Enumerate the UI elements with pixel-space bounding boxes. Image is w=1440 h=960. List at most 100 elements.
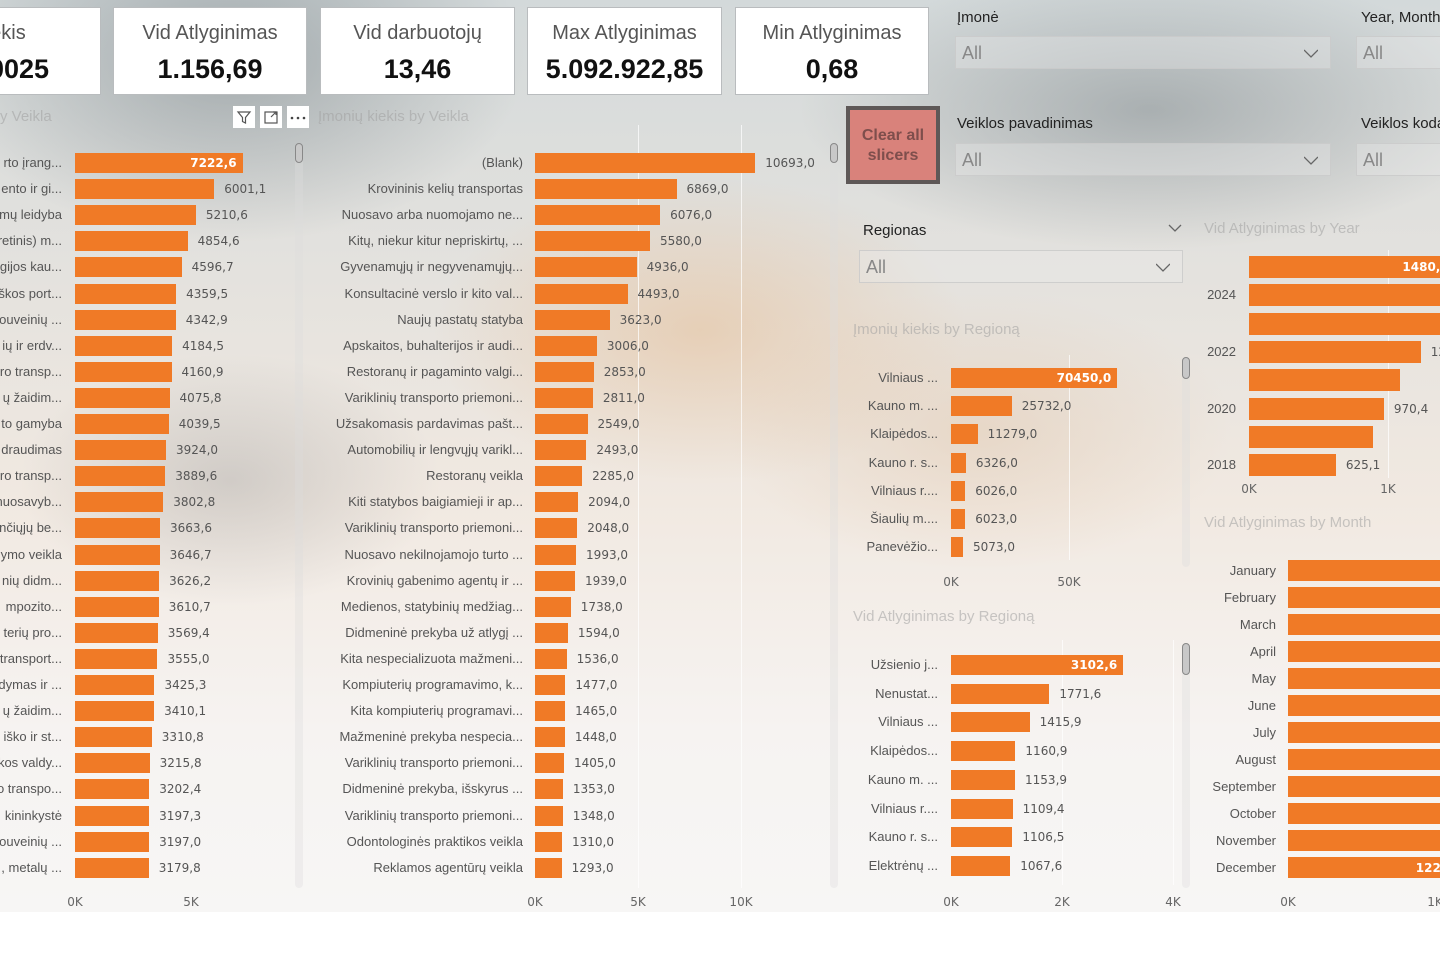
bar[interactable] — [951, 712, 1030, 733]
bar[interactable] — [1249, 369, 1400, 392]
bar[interactable] — [535, 831, 562, 852]
filter-icon[interactable] — [233, 106, 255, 128]
bar[interactable] — [75, 335, 173, 356]
scrollbar[interactable] — [295, 143, 303, 888]
bar[interactable] — [951, 827, 1013, 848]
bar[interactable] — [75, 414, 169, 434]
bar[interactable] — [75, 831, 150, 852]
bar[interactable] — [951, 855, 1011, 876]
bar[interactable] — [1288, 749, 1440, 770]
bar[interactable] — [1288, 587, 1440, 608]
bar[interactable] — [75, 231, 188, 252]
bar[interactable] — [75, 257, 182, 278]
bar[interactable] — [535, 648, 567, 669]
bar[interactable] — [1288, 857, 1440, 878]
bar[interactable] — [535, 309, 610, 330]
bar[interactable] — [1249, 256, 1440, 278]
bar[interactable] — [951, 741, 1016, 762]
bar[interactable] — [535, 414, 588, 434]
bar[interactable] — [75, 675, 155, 695]
bar[interactable] — [951, 452, 966, 473]
bar[interactable] — [1288, 641, 1440, 662]
scrollbar-thumb[interactable] — [830, 143, 838, 163]
bar[interactable] — [75, 753, 150, 774]
bar[interactable] — [75, 857, 149, 878]
bar[interactable] — [75, 727, 152, 748]
bar[interactable] — [1288, 560, 1440, 581]
bar[interactable] — [535, 440, 587, 461]
bar[interactable] — [535, 805, 563, 826]
bar[interactable] — [75, 153, 243, 173]
bar[interactable] — [951, 396, 1012, 417]
bar[interactable] — [75, 492, 164, 513]
bar[interactable] — [75, 361, 172, 382]
bar[interactable] — [75, 466, 166, 487]
bar[interactable] — [75, 544, 160, 565]
scrollbar[interactable] — [1182, 643, 1190, 888]
bar[interactable] — [535, 857, 562, 878]
bar[interactable] — [75, 179, 215, 200]
bar[interactable] — [535, 622, 568, 643]
bar[interactable] — [535, 466, 583, 487]
bar[interactable] — [1249, 425, 1373, 448]
bar[interactable] — [75, 518, 160, 539]
bar[interactable] — [1288, 776, 1440, 797]
bar[interactable] — [535, 361, 594, 382]
bar[interactable] — [1288, 830, 1440, 851]
bar[interactable] — [1288, 695, 1440, 716]
bar[interactable] — [75, 701, 155, 722]
bar[interactable] — [951, 769, 1016, 790]
bar[interactable] — [1288, 803, 1440, 824]
bar[interactable] — [75, 596, 159, 617]
scrollbar[interactable] — [830, 143, 838, 888]
bar[interactable] — [951, 537, 963, 558]
bar[interactable] — [535, 727, 565, 748]
bar[interactable] — [75, 440, 167, 461]
slicer-imone-dropdown[interactable]: All — [955, 36, 1331, 69]
bar[interactable] — [1249, 340, 1421, 363]
bar[interactable] — [951, 424, 978, 445]
bar[interactable] — [535, 544, 577, 565]
chevron-down-icon[interactable] — [1168, 222, 1182, 234]
bar[interactable] — [75, 387, 170, 408]
slicer-regionas-dropdown[interactable]: All — [859, 250, 1183, 283]
bar[interactable] — [535, 257, 637, 278]
bar[interactable] — [535, 153, 756, 173]
scrollbar-thumb[interactable] — [1182, 643, 1190, 675]
bar[interactable] — [535, 179, 677, 200]
bar[interactable] — [75, 648, 158, 669]
bar[interactable] — [535, 701, 566, 722]
bar[interactable] — [1288, 614, 1440, 635]
bar[interactable] — [535, 205, 661, 226]
bar[interactable] — [535, 335, 597, 356]
bar[interactable] — [1249, 312, 1440, 335]
bar[interactable] — [75, 205, 196, 226]
bar[interactable] — [535, 753, 564, 774]
bar[interactable] — [951, 509, 966, 529]
bar[interactable] — [75, 283, 177, 304]
bar[interactable] — [75, 779, 150, 800]
bar[interactable] — [951, 798, 1013, 819]
bar[interactable] — [1249, 284, 1440, 307]
bar[interactable] — [951, 480, 966, 501]
scrollbar[interactable] — [1182, 357, 1190, 567]
bar[interactable] — [1249, 454, 1336, 477]
more-options-icon[interactable] — [287, 106, 309, 128]
bar[interactable] — [535, 283, 628, 304]
slicer-veiklos-pavadinimas-dropdown[interactable]: All — [955, 143, 1331, 176]
bar[interactable] — [535, 387, 593, 408]
bar[interactable] — [535, 492, 579, 513]
bar[interactable] — [535, 231, 650, 252]
bar[interactable] — [1288, 668, 1440, 689]
slicer-veiklos-kodas-dropdown[interactable]: All — [1356, 143, 1440, 176]
bar[interactable] — [535, 518, 578, 539]
scrollbar-thumb[interactable] — [1182, 357, 1190, 379]
bar[interactable] — [535, 779, 563, 800]
bar[interactable] — [75, 805, 150, 826]
focus-mode-icon[interactable] — [260, 106, 282, 128]
bar[interactable] — [535, 570, 575, 591]
scrollbar-thumb[interactable] — [295, 143, 303, 163]
bar[interactable] — [951, 655, 1124, 675]
bar[interactable] — [1249, 397, 1384, 420]
bar[interactable] — [535, 596, 571, 617]
